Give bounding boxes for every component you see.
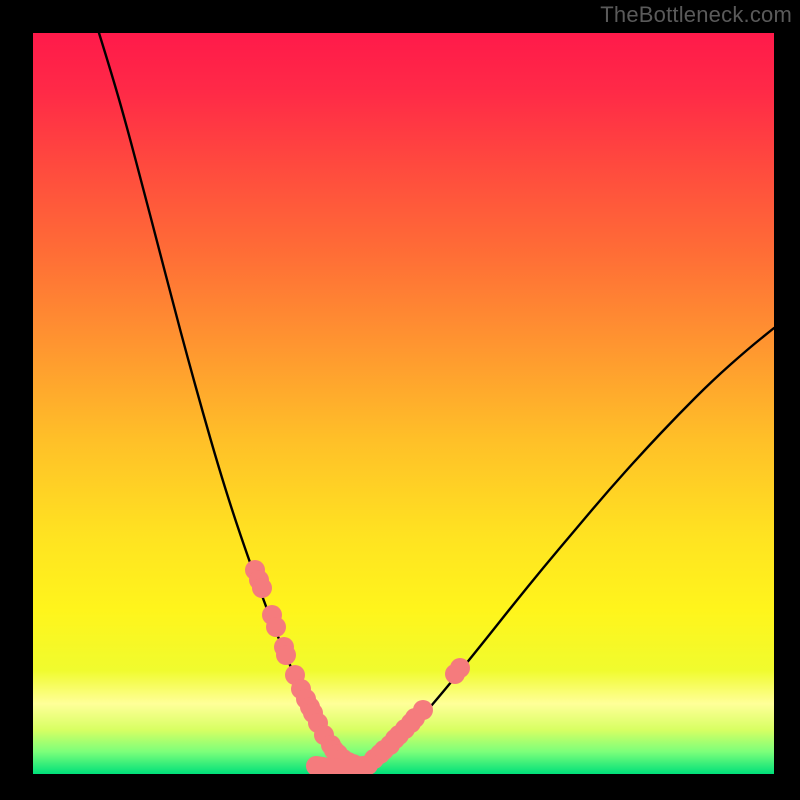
data-marker — [252, 578, 272, 598]
valley-flat-marker — [316, 766, 363, 770]
curve-segment — [358, 328, 774, 766]
watermark-text: TheBottleneck.com — [600, 2, 792, 28]
data-marker — [413, 700, 433, 720]
curve-segment — [99, 33, 355, 766]
curve-overlay — [33, 33, 774, 774]
chart-container: TheBottleneck.com — [0, 0, 800, 800]
plot-area — [33, 33, 774, 774]
data-marker — [266, 617, 286, 637]
data-marker — [450, 658, 470, 678]
data-marker — [276, 645, 296, 665]
bottleneck-curves — [99, 33, 774, 766]
data-markers — [245, 560, 470, 774]
